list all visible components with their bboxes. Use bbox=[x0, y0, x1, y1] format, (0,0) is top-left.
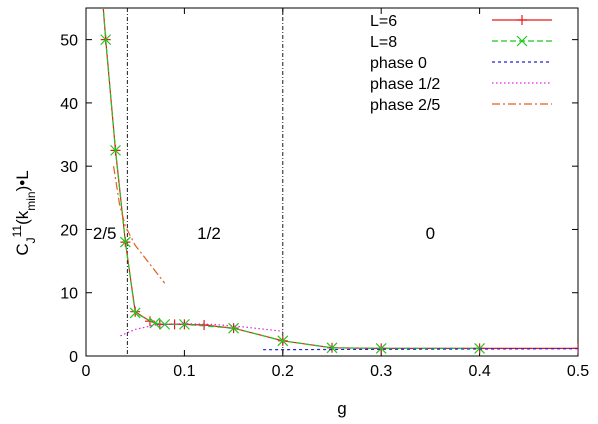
data-point bbox=[178, 318, 190, 330]
series-line bbox=[102, 8, 480, 349]
data-point bbox=[129, 307, 141, 319]
data-point bbox=[100, 34, 112, 46]
y-tick-label: 30 bbox=[60, 159, 78, 176]
legend: L=6 L=8 phase 0 phase 1/2 phase 2/5 bbox=[370, 13, 552, 114]
data-point bbox=[573, 343, 578, 354]
data-layer bbox=[100, 8, 578, 354]
series-0 bbox=[100, 8, 578, 354]
legend-label: L=6 bbox=[370, 13, 397, 30]
plot-frame bbox=[85, 7, 579, 357]
y-tick-label: 10 bbox=[60, 286, 78, 303]
series-4 bbox=[113, 166, 166, 284]
x-tick-label: 0.4 bbox=[468, 363, 490, 380]
legend-label: L=8 bbox=[370, 34, 397, 51]
region-label: 2/5 bbox=[93, 224, 117, 243]
x-axis-label: g bbox=[337, 399, 346, 418]
x-tick-label: 0.2 bbox=[272, 363, 294, 380]
y-tick-label: 0 bbox=[69, 349, 78, 366]
x-tick-label: 0.1 bbox=[173, 363, 195, 380]
y-tick-label: 20 bbox=[60, 222, 78, 239]
y-axis-label: CJ11(kmin)•L bbox=[10, 170, 38, 255]
series-2 bbox=[263, 348, 578, 351]
data-point bbox=[199, 319, 210, 330]
x-tick-label: 0.5 bbox=[567, 363, 589, 380]
series-line bbox=[113, 166, 166, 284]
legend-marker bbox=[516, 35, 528, 47]
series-line bbox=[263, 348, 578, 351]
y-tick-label: 40 bbox=[60, 96, 78, 113]
series-line bbox=[120, 323, 283, 337]
data-point bbox=[375, 342, 387, 354]
data-point bbox=[149, 317, 161, 329]
region-label: 0 bbox=[426, 224, 435, 243]
x-tick-label: 0.3 bbox=[370, 363, 392, 380]
data-point bbox=[228, 322, 240, 334]
y-tick-label: 50 bbox=[60, 33, 78, 50]
region-label: 1/2 bbox=[197, 224, 221, 243]
legend-label: phase 1/2 bbox=[370, 76, 440, 93]
data-point bbox=[326, 342, 338, 354]
x-tick-label: 0 bbox=[82, 363, 91, 380]
series-line bbox=[102, 8, 578, 349]
series-3 bbox=[120, 323, 283, 337]
legend-marker bbox=[517, 15, 527, 25]
data-point bbox=[159, 318, 171, 330]
data-point bbox=[119, 236, 131, 248]
series-1 bbox=[100, 8, 486, 354]
data-point bbox=[110, 144, 121, 156]
data-point bbox=[474, 342, 486, 354]
data-point bbox=[277, 335, 289, 347]
legend-label: phase 0 bbox=[370, 55, 427, 72]
legend-label: phase 2/5 bbox=[370, 97, 440, 114]
